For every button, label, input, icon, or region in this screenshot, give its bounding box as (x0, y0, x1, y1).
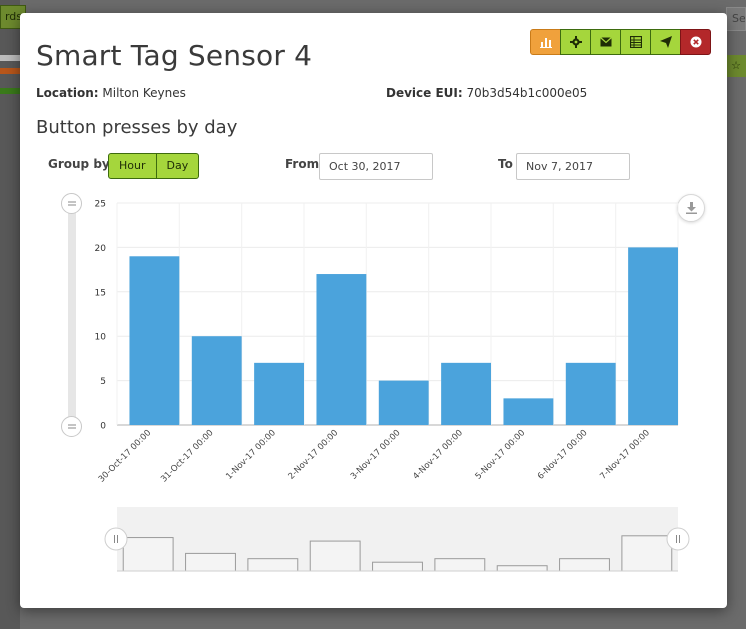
from-date-input[interactable] (319, 153, 433, 180)
modal-toolbar (530, 29, 711, 55)
x-tick-label: 30-Oct-17 00:00 (97, 428, 154, 485)
y-zoom-slider-track[interactable] (68, 193, 76, 429)
y-tick-label: 5 (100, 377, 106, 387)
sensor-modal: Smart Tag Sensor 4 Location: Milton Keyn… (20, 13, 727, 608)
group-by-toggle: Hour Day (108, 153, 200, 179)
x-tick-label: 31-Oct-17 00:00 (159, 428, 216, 485)
y-tick-label: 25 (95, 200, 106, 210)
chart-bar[interactable] (191, 336, 242, 425)
chart-icon (539, 38, 552, 48)
device-eui-label: Device EUI: (386, 86, 463, 100)
grip-icon (67, 424, 76, 429)
navigator-bar (559, 558, 610, 572)
chart-bar[interactable] (565, 362, 616, 425)
navigator-bar (496, 565, 548, 572)
chart-bar[interactable] (441, 362, 491, 425)
group-day-button[interactable]: Day (155, 153, 200, 179)
y-tick-label: 10 (95, 333, 107, 343)
background-star-button: ☆ (726, 55, 746, 77)
chart-bar[interactable] (503, 398, 554, 425)
y-tick-label: 15 (95, 288, 106, 298)
navigator-left-handle[interactable] (104, 527, 128, 551)
page-title: Smart Tag Sensor 4 (36, 39, 313, 72)
y-zoom-top-handle[interactable] (61, 193, 82, 214)
to-label: To (498, 157, 513, 171)
navigator-bar (434, 558, 486, 572)
navigator-bar (122, 537, 174, 572)
chart-bar[interactable] (378, 380, 429, 425)
location-label: Location: (36, 86, 99, 100)
email-button[interactable] (590, 29, 621, 55)
send-button[interactable] (650, 29, 681, 55)
gear-icon (569, 36, 582, 48)
x-tick-label: 2-Nov-17 00:00 (287, 428, 341, 482)
x-tick-label: 5-Nov-17 00:00 (474, 428, 528, 482)
device-eui-info: Device EUI: 70b3d54b1c000e05 (386, 86, 587, 100)
table-icon (629, 36, 642, 48)
navigator-right-handle[interactable] (666, 527, 690, 551)
background-stripe (0, 68, 20, 74)
from-label: From (285, 157, 320, 171)
navigator-bar (247, 558, 299, 572)
chart-bar[interactable] (628, 247, 678, 425)
chart-bar[interactable] (316, 274, 367, 425)
background-stripe (0, 55, 20, 61)
navigator-bar (185, 552, 236, 572)
grip-icon (67, 201, 76, 206)
chart-bar[interactable] (129, 256, 180, 425)
download-icon (685, 202, 697, 214)
chart-section-title: Button presses by day (36, 117, 238, 138)
background-sidebar (0, 0, 20, 629)
navigator-bar (621, 535, 673, 572)
navigator-bar (309, 540, 361, 572)
to-date-input[interactable] (516, 153, 630, 180)
location-info: Location: Milton Keynes (36, 86, 186, 100)
close-button[interactable] (680, 29, 711, 55)
table-button[interactable] (620, 29, 651, 55)
envelope-icon (599, 37, 612, 47)
background-search: Sea (726, 7, 746, 31)
y-zoom-bottom-handle[interactable] (61, 416, 82, 437)
x-tick-label: 1-Nov-17 00:00 (224, 428, 278, 482)
x-tick-label: 7-Nov-17 00:00 (598, 428, 652, 482)
paper-plane-icon (659, 36, 672, 48)
x-tick-label: 3-Nov-17 00:00 (349, 428, 403, 482)
background-stripe (0, 88, 20, 94)
close-icon (690, 36, 701, 48)
x-tick-label: 4-Nov-17 00:00 (411, 428, 465, 482)
chart-bar[interactable] (254, 362, 304, 425)
location-value: Milton Keynes (102, 86, 186, 100)
x-tick-label: 6-Nov-17 00:00 (536, 428, 590, 482)
device-eui-value: 70b3d54b1c000e05 (466, 86, 588, 100)
y-tick-label: 0 (100, 422, 106, 432)
group-by-label: Group by (48, 157, 110, 171)
navigator-bar (372, 561, 423, 572)
y-tick-label: 20 (95, 244, 107, 254)
bar-chart: 0 5 10 15 20 25 30-Oct-17 00:00 31-Oct-17 00:00… (95, 200, 690, 572)
group-hour-button[interactable]: Hour (108, 153, 157, 179)
